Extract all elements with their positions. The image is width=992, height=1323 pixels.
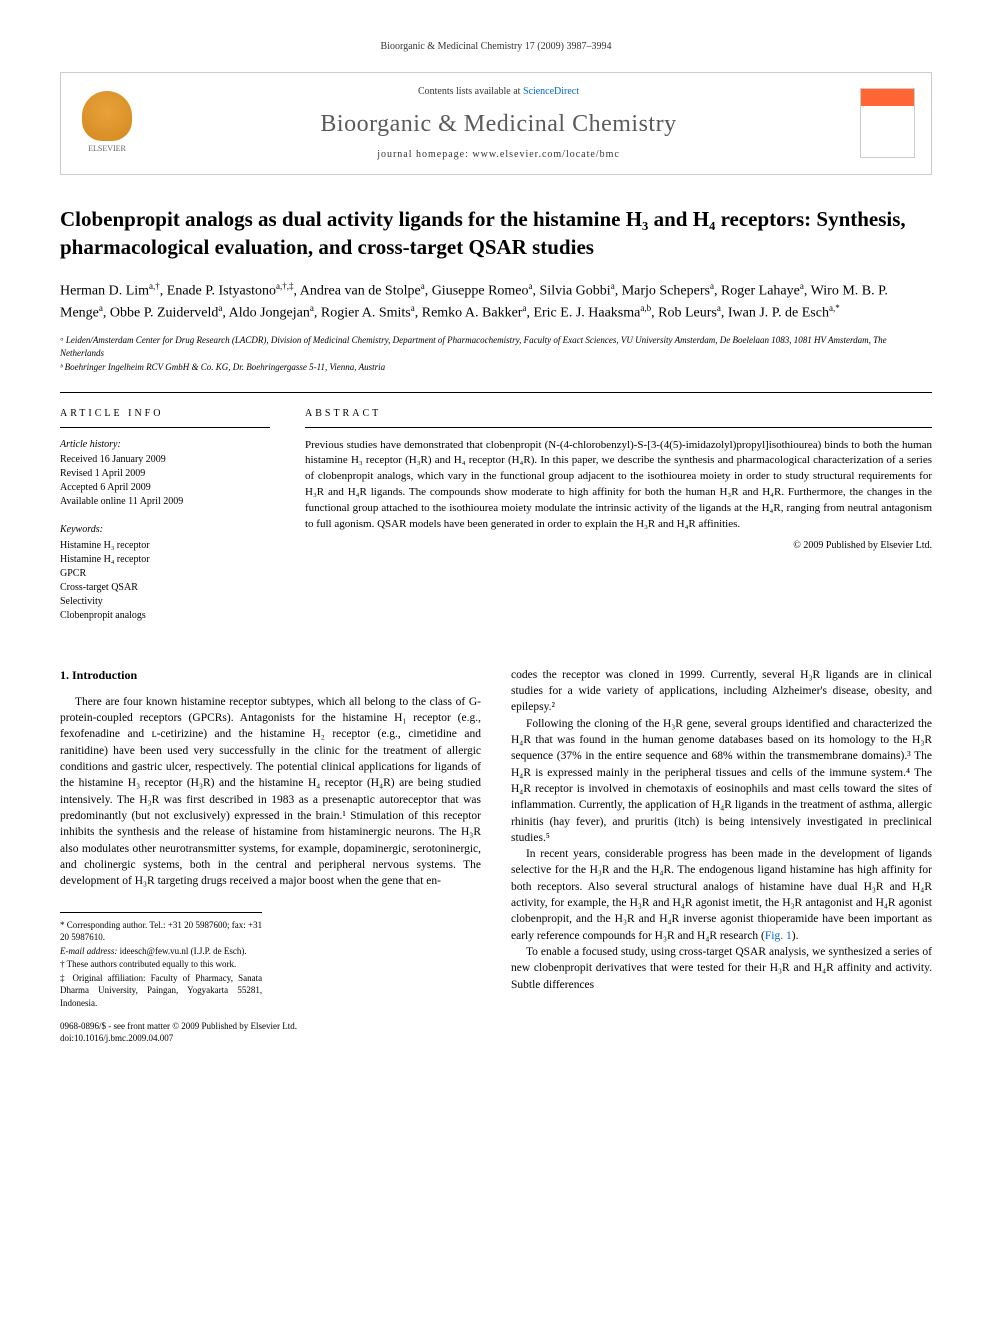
footnote-corresponding: * Corresponding author. Tel.: +31 20 598… bbox=[60, 919, 262, 944]
keyword-item: Histamine H₃ receptor bbox=[60, 539, 270, 553]
journal-homepage: journal homepage: www.elsevier.com/locat… bbox=[157, 148, 840, 162]
affiliation-b: ᵇ Boehringer Ingelheim RCV GmbH & Co. KG… bbox=[60, 361, 932, 374]
keywords-label: Keywords: bbox=[60, 523, 270, 537]
keyword-item: GPCR bbox=[60, 567, 270, 581]
footnote-orig-affil: ‡ Original affiliation: Faculty of Pharm… bbox=[60, 972, 262, 1010]
journal-center-block: Contents lists available at ScienceDirec… bbox=[157, 85, 840, 162]
keyword-item: Cross-target QSAR bbox=[60, 581, 270, 595]
article-info-heading: ARTICLE INFO bbox=[60, 407, 270, 428]
body-paragraph: Following the cloning of the H₃R gene, s… bbox=[511, 716, 932, 847]
history-revised: Revised 1 April 2009 bbox=[60, 467, 270, 481]
keywords-block: Keywords: Histamine H₃ receptor Histamin… bbox=[60, 523, 270, 623]
elsevier-tree-icon bbox=[82, 91, 132, 141]
abstract-heading: ABSTRACT bbox=[305, 407, 932, 428]
abstract-text: Previous studies have demonstrated that … bbox=[305, 438, 932, 534]
body-paragraph: In recent years, considerable progress h… bbox=[511, 846, 932, 944]
footnote-equal-contrib: † These authors contributed equally to t… bbox=[60, 958, 262, 971]
body-paragraph: To enable a focused study, using cross-t… bbox=[511, 944, 932, 993]
footnote-email: E-mail address: ideesch@few.vu.nl (I.J.P… bbox=[60, 945, 262, 958]
info-abstract-row: ARTICLE INFO Article history: Received 1… bbox=[60, 392, 932, 637]
doi-block: 0968-0896/$ - see front matter © 2009 Pu… bbox=[60, 1020, 481, 1045]
email-label: E-mail address: bbox=[60, 946, 120, 956]
abstract-copyright: © 2009 Published by Elsevier Ltd. bbox=[305, 539, 932, 553]
article-info-column: ARTICLE INFO Article history: Received 1… bbox=[60, 407, 270, 637]
footnotes-block: * Corresponding author. Tel.: +31 20 598… bbox=[60, 912, 262, 1010]
journal-cover-thumb bbox=[860, 88, 915, 158]
history-online: Available online 11 April 2009 bbox=[60, 495, 270, 509]
page-container: Bioorganic & Medicinal Chemistry 17 (200… bbox=[0, 0, 992, 1085]
affiliations: ᵃ Leiden/Amsterdam Center for Drug Resea… bbox=[60, 334, 932, 374]
sciencedirect-link[interactable]: ScienceDirect bbox=[523, 86, 579, 97]
keyword-item: Histamine H₄ receptor bbox=[60, 553, 270, 567]
keyword-item: Clobenpropit analogs bbox=[60, 609, 270, 623]
contents-line: Contents lists available at ScienceDirec… bbox=[157, 85, 840, 99]
email-suffix: (I.J.P. de Esch). bbox=[188, 946, 246, 956]
contents-prefix: Contents lists available at bbox=[418, 86, 523, 97]
publisher-logo: ELSEVIER bbox=[77, 88, 137, 158]
affiliation-a: ᵃ Leiden/Amsterdam Center for Drug Resea… bbox=[60, 334, 932, 359]
author-list: Herman D. Lima,†, Enade P. Istyastonoa,†… bbox=[60, 280, 932, 325]
email-address: ideesch@few.vu.nl bbox=[120, 946, 189, 956]
running-header: Bioorganic & Medicinal Chemistry 17 (200… bbox=[60, 40, 932, 54]
history-received: Received 16 January 2009 bbox=[60, 453, 270, 467]
front-matter-line: 0968-0896/$ - see front matter © 2009 Pu… bbox=[60, 1020, 481, 1033]
section-heading-intro: 1. Introduction bbox=[60, 667, 481, 684]
abstract-column: ABSTRACT Previous studies have demonstra… bbox=[305, 407, 932, 637]
keyword-item: Selectivity bbox=[60, 595, 270, 609]
journal-title: Bioorganic & Medicinal Chemistry bbox=[157, 108, 840, 140]
article-title: Clobenpropit analogs as dual activity li… bbox=[60, 205, 932, 262]
body-paragraph: There are four known histamine receptor … bbox=[60, 694, 481, 890]
doi-line: doi:10.1016/j.bmc.2009.04.007 bbox=[60, 1032, 481, 1045]
history-accepted: Accepted 6 April 2009 bbox=[60, 481, 270, 495]
journal-header-box: ELSEVIER Contents lists available at Sci… bbox=[60, 72, 932, 175]
article-history-block: Article history: Received 16 January 200… bbox=[60, 438, 270, 510]
publisher-name: ELSEVIER bbox=[88, 144, 126, 155]
body-two-column: 1. Introduction There are four known his… bbox=[60, 667, 932, 1045]
body-column-left: 1. Introduction There are four known his… bbox=[60, 667, 481, 1045]
body-paragraph: codes the receptor was cloned in 1999. C… bbox=[511, 667, 932, 716]
history-label: Article history: bbox=[60, 438, 270, 452]
body-column-right: codes the receptor was cloned in 1999. C… bbox=[511, 667, 932, 1045]
figure-reference-link[interactable]: Fig. 1 bbox=[765, 930, 792, 942]
